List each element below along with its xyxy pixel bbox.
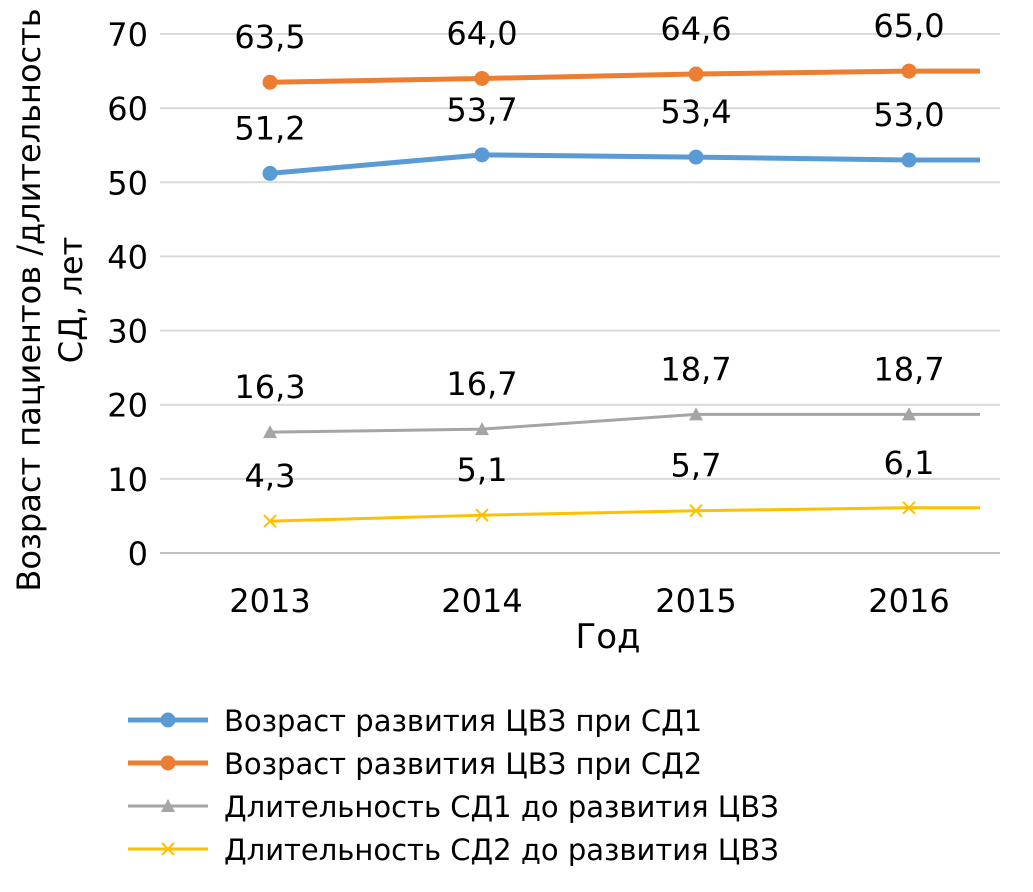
data-label: 53,4 (660, 93, 731, 131)
data-point (161, 799, 175, 812)
data-label: 65,0 (873, 7, 944, 45)
x-tick-label: 2016 (868, 582, 949, 620)
data-point (902, 501, 916, 515)
y-tick-label: 40 (107, 238, 148, 276)
legend-label: Возраст развития ЦВЗ при СД1 (224, 704, 702, 738)
y-tick-label: 20 (107, 387, 148, 425)
data-point (688, 149, 704, 165)
series-line (269, 152, 980, 176)
data-point (263, 425, 277, 439)
x-axis-ticks: 2013 2014 2015 2016 (229, 582, 949, 620)
data-label: 63,5 (234, 18, 305, 56)
data-point (161, 842, 175, 856)
data-point (474, 70, 490, 86)
legend: Возраст развития ЦВЗ при СД1 Возраст разв… (128, 704, 779, 867)
y-tick-label: 30 (107, 313, 148, 351)
data-point (474, 147, 490, 163)
series-2: 63,5 64,0 64,6 65,0 (234, 7, 980, 90)
data-point (689, 504, 703, 518)
legend-label: Длительность СД1 до развития ЦВЗ (224, 790, 779, 824)
data-point (263, 514, 277, 528)
legend-item: Возраст развития ЦВЗ при СД1 (128, 704, 702, 738)
legend-item: Длительность СД1 до развития ЦВЗ (128, 790, 779, 824)
y-tick-label: 70 (107, 16, 148, 54)
data-point (901, 63, 917, 79)
data-point (901, 152, 917, 168)
legend-item: Длительность СД2 до развития ЦВЗ (128, 833, 779, 867)
data-label: 16,3 (234, 368, 305, 406)
data-label: 53,7 (446, 91, 517, 129)
data-label: 53,0 (873, 96, 944, 134)
x-tick-label: 2014 (441, 582, 522, 620)
series-1: 51,2 53,7 53,4 53,0 (234, 91, 980, 181)
series: 51,2 53,7 53,4 53,0 63,5 64,0 64,6 65,0 16,3 16,7… (234, 7, 980, 528)
legend-item: Возраст развития ЦВЗ при СД2 (128, 747, 702, 781)
data-point (475, 422, 489, 436)
data-point (160, 712, 176, 728)
y-axis-title-line1: Возраст пациентов /длительность (10, 8, 48, 591)
x-axis-title: Год (575, 617, 640, 657)
data-label: 5,1 (457, 451, 508, 489)
series-4: 4,3 5,1 5,7 6,1 (245, 444, 980, 528)
gridlines (160, 33, 1000, 554)
y-tick-label: 0 (128, 535, 148, 573)
y-tick-label: 50 (107, 164, 148, 202)
y-tick-label: 10 (107, 461, 148, 499)
data-point (689, 407, 703, 421)
y-tick-label: 60 (107, 90, 148, 128)
data-label: 6,1 (884, 444, 935, 482)
x-tick-label: 2013 (229, 582, 310, 620)
series-line (269, 412, 980, 434)
data-label: 5,7 (671, 447, 722, 485)
data-label: 64,0 (446, 14, 517, 52)
data-point (902, 407, 916, 421)
data-label: 4,3 (245, 457, 296, 495)
y-axis-ticks: 0 10 20 30 40 50 60 70 (107, 16, 148, 573)
y-axis-title-line2: СД, лет (52, 237, 90, 363)
data-point (688, 66, 704, 82)
data-point (262, 74, 278, 90)
data-point (160, 755, 176, 771)
legend-label: Возраст развития ЦВЗ при СД2 (224, 747, 702, 781)
data-label: 18,7 (660, 350, 731, 388)
data-label: 64,6 (660, 10, 731, 48)
series-line (269, 68, 980, 85)
data-label: 18,7 (873, 350, 944, 388)
series-line (269, 506, 980, 523)
series-3: 16,3 16,7 18,7 18,7 (234, 350, 980, 439)
data-label: 51,2 (234, 109, 305, 147)
x-tick-label: 2015 (655, 582, 736, 620)
legend-label: Длительность СД2 до развития ЦВЗ (224, 833, 779, 867)
data-point (475, 508, 489, 522)
data-point (262, 165, 278, 181)
data-label: 16,7 (446, 365, 517, 403)
